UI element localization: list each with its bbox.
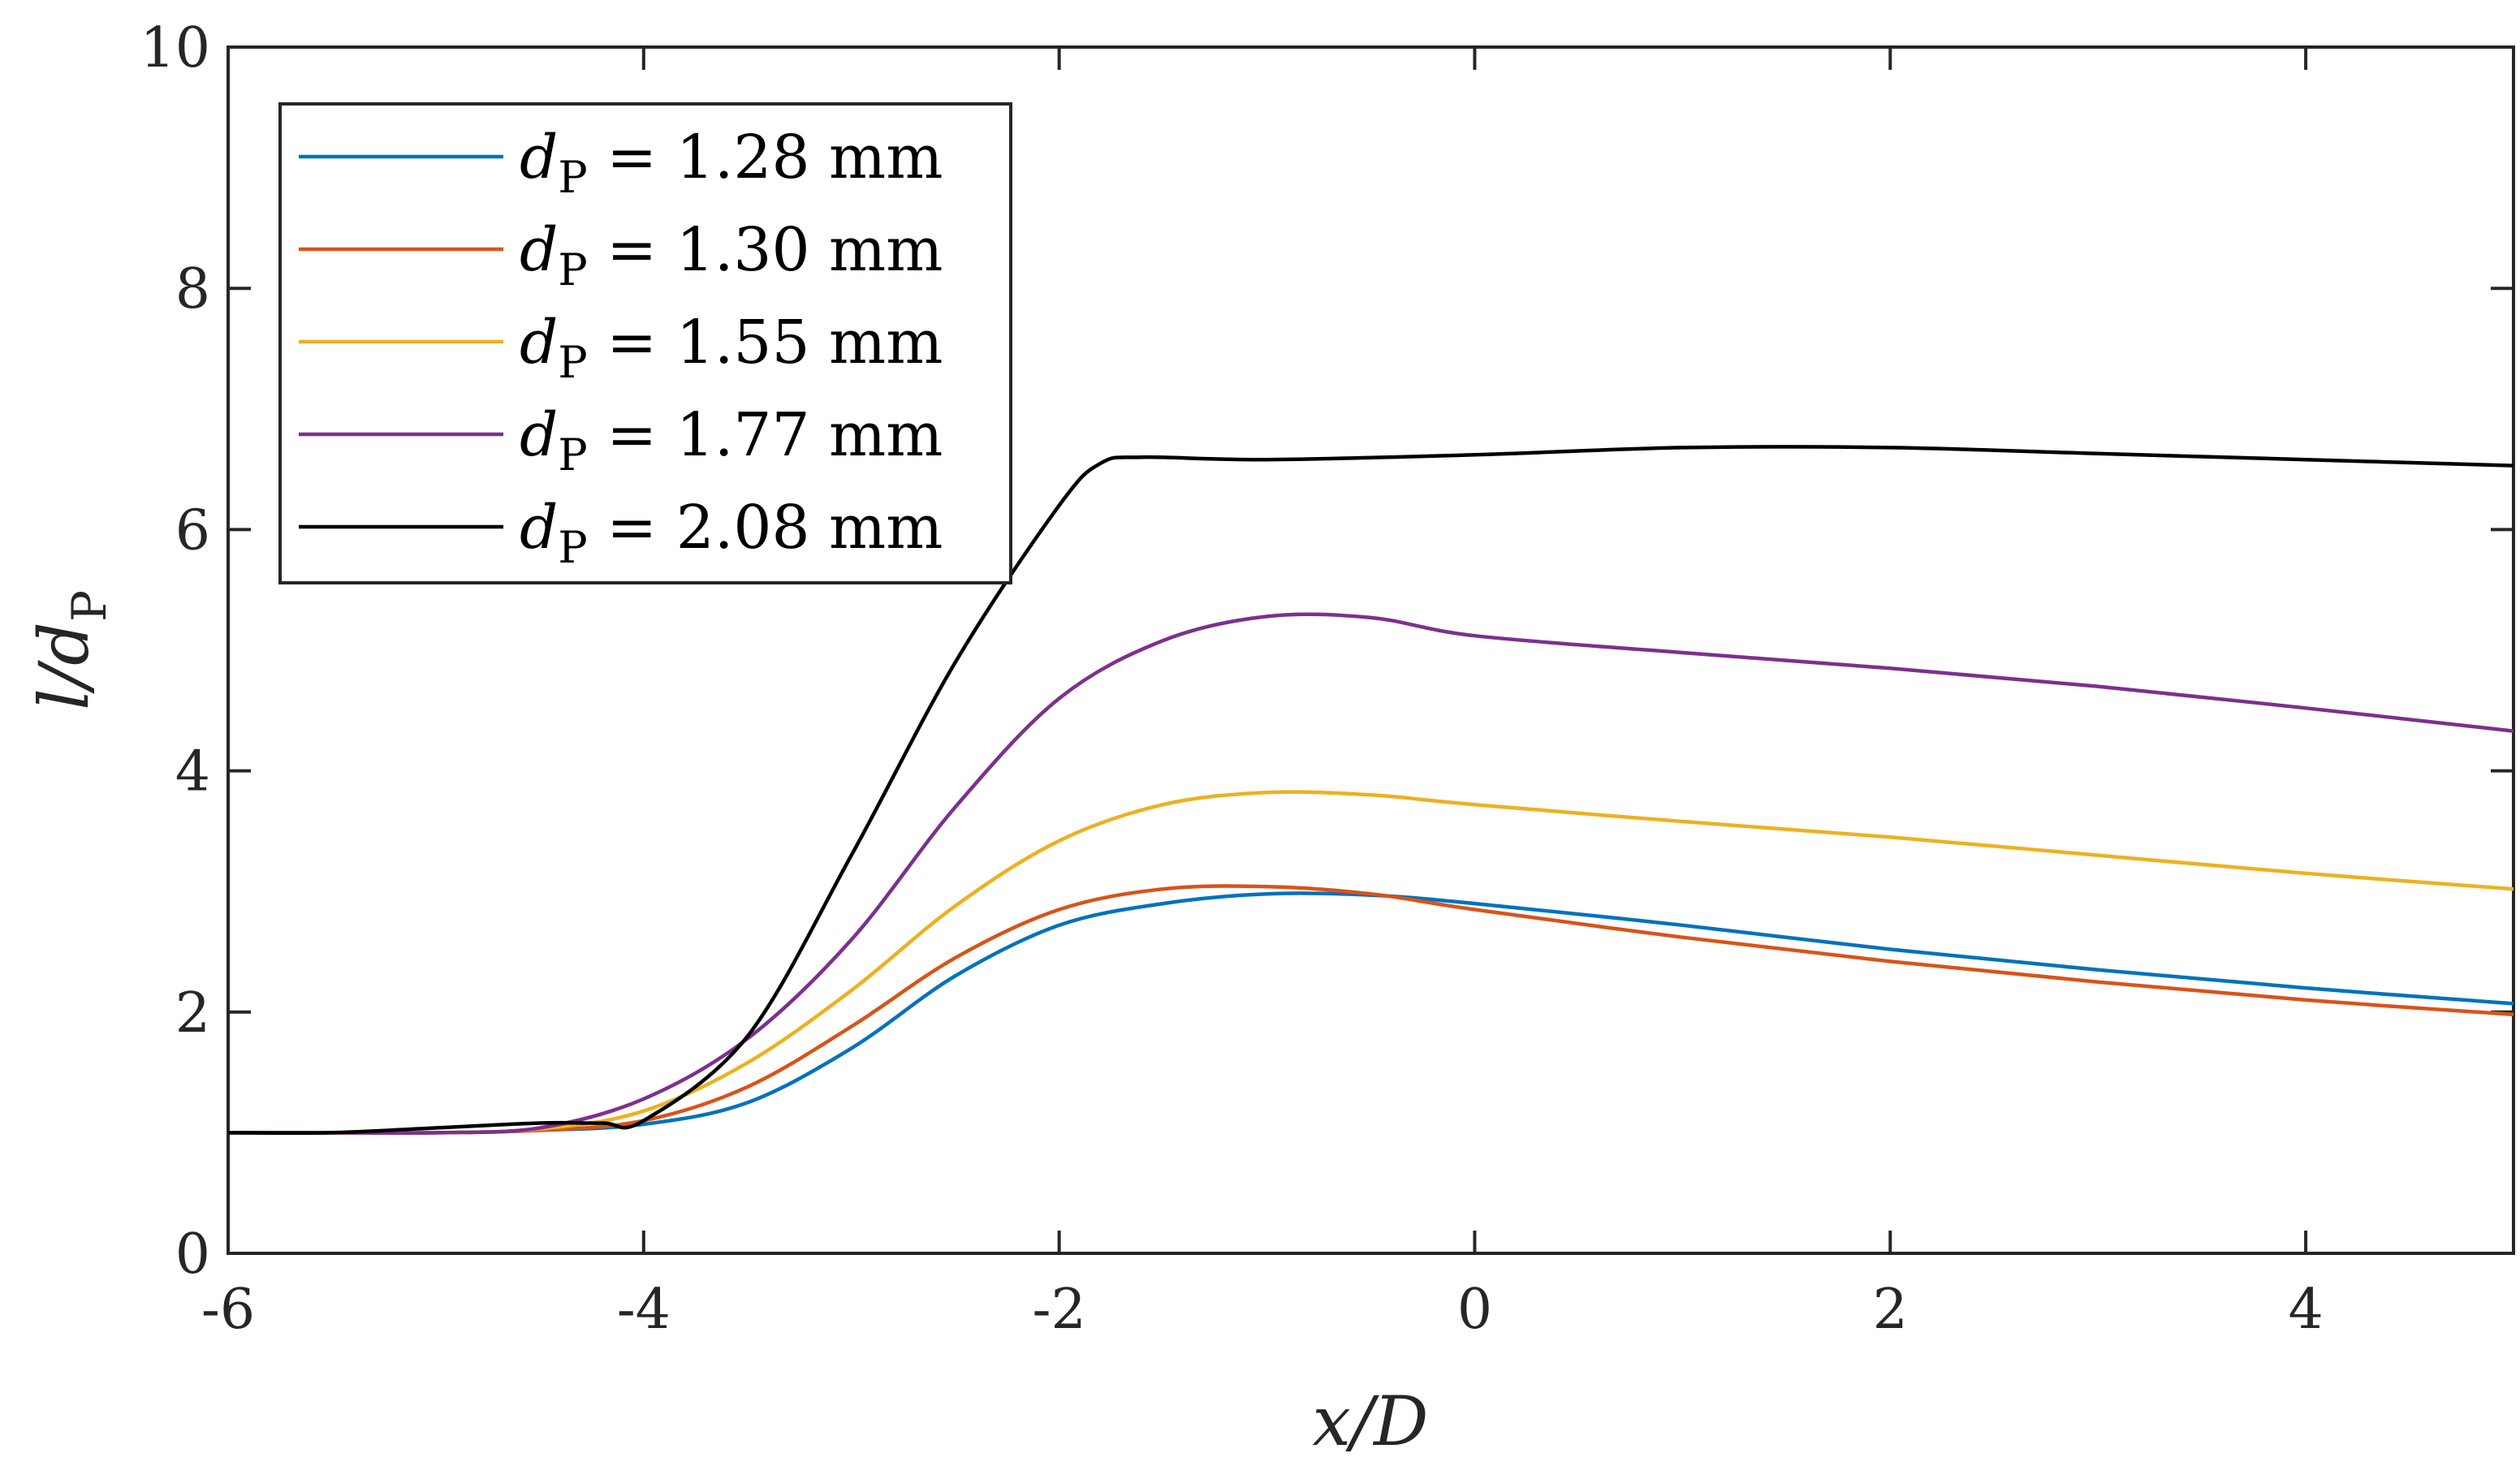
legend-entries: dP = 1.28 mm dP = 1.30 mm dP = 1.55 mm dP =… [299, 123, 943, 573]
y-axis-label-subscript: P [62, 590, 117, 622]
y-tick-label: 8 [175, 257, 210, 321]
x-tick-label: -6 [201, 1278, 255, 1342]
y-axis-ticks: 0 2 4 6 8 10 [140, 16, 2514, 1287]
y-axis-label: l/dP [24, 590, 117, 710]
y-tick-label: 6 [175, 498, 210, 563]
x-tick-label: 4 [2288, 1278, 2323, 1342]
series-line-5 [227, 445, 2514, 1136]
x-axis-ticks: -6 -4 -2 0 2 4 [201, 47, 2324, 1342]
y-tick-label: 4 [175, 740, 210, 804]
legend-label-4: dP = 1.77 mm [520, 400, 943, 481]
legend-label-5: dP = 2.08 mm [520, 493, 943, 573]
series-lines [227, 445, 2514, 1136]
x-tick-label: -4 [617, 1278, 671, 1342]
series-line-3 [227, 790, 2514, 1135]
legend: dP = 1.28 mm dP = 1.30 mm dP = 1.55 mm dP =… [278, 102, 1012, 584]
y-tick-label: 10 [140, 16, 210, 80]
y-axis-label-main: l/d [24, 622, 104, 710]
x-tick-label: -2 [1033, 1278, 1086, 1342]
x-tick-label: 2 [1873, 1278, 1908, 1342]
legend-label-3: dP = 1.55 mm [520, 308, 943, 388]
y-tick-label: 0 [175, 1222, 210, 1287]
x-tick-label: 0 [1457, 1278, 1492, 1342]
x-axis-label: x/D [1312, 1382, 1428, 1461]
legend-label-2: dP = 1.30 mm [520, 215, 943, 295]
legend-label-1: dP = 1.28 mm [520, 123, 943, 203]
y-tick-label: 2 [175, 981, 210, 1046]
